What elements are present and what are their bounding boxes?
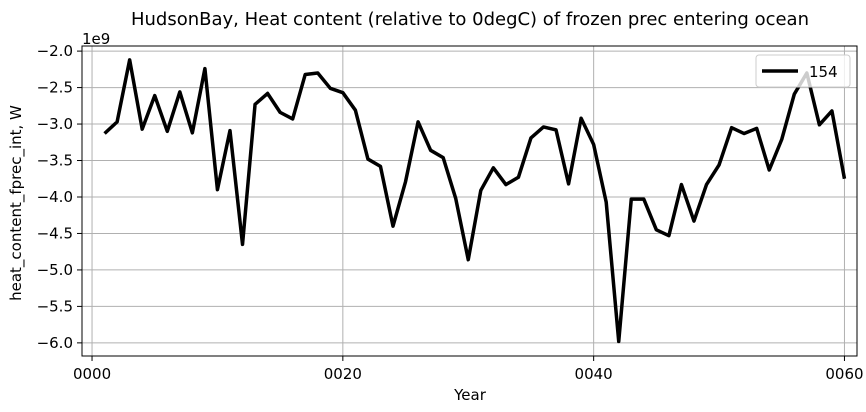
y-tick-label: −5.0 [37,261,73,279]
legend-label-154: 154 [809,63,838,81]
series-layer [103,58,847,344]
y-tick-label: −6.0 [37,334,73,352]
y-tick-label: −5.5 [37,297,73,315]
y-tick-label: −2.0 [37,42,73,60]
x-axis-label: Year [453,386,487,404]
y-tick-label: −2.5 [37,79,73,97]
grid-lines [82,46,857,356]
legend: 154 [755,54,851,88]
y-tick-label: −4.0 [37,188,73,206]
y-axis-offset-text: 1e9 [82,30,110,48]
legend-box [755,54,851,88]
axis-ticks: 0000 0020 0040 0060 −2.0 −2.5 −3.0 −3.5 −4.0 −4.5… [37,42,864,383]
y-tick-label: −3.5 [37,152,73,170]
x-tick-label: 0020 [324,365,362,383]
x-tick-label: 0060 [825,365,863,383]
x-tick-label: 0040 [575,365,613,383]
chart-title: HudsonBay, Heat content (relative to 0de… [131,9,809,30]
y-tick-label: −4.5 [37,224,73,242]
y-tick-label: −3.0 [37,115,73,133]
plot-frame [81,45,858,357]
y-axis-label: heat_content_fprec_int, W [7,105,26,301]
x-tick-label: 0000 [73,365,111,383]
series-line-154 [103,58,847,344]
